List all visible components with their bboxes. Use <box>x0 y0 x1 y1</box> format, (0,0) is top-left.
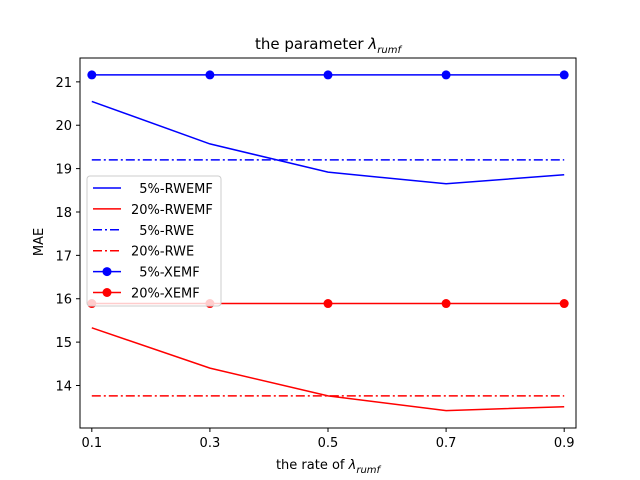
legend: 5%-RWEMF 20%-RWEMF 5%-RWE 20%-RWE 5%-XEMF 2… <box>86 175 222 307</box>
series-point <box>559 70 569 80</box>
y-tick-label: 18 <box>55 206 72 221</box>
x-label-symbol: λ <box>348 458 357 473</box>
y-tick-label: 20 <box>55 119 72 134</box>
legend-label: 5%-XEMF <box>131 266 200 281</box>
y-axis-label: MAE <box>32 228 47 256</box>
legend-item: 5%-RWEMF <box>93 182 213 197</box>
series-point <box>205 70 215 80</box>
series-2 <box>91 327 565 412</box>
legend-item: 5%-RWE <box>93 224 194 239</box>
x-label-subscript: rumf <box>356 465 381 476</box>
x-tick-label: 0.9 <box>554 436 575 451</box>
x-axis-label: the rate of λrumf <box>276 458 382 476</box>
legend-items: 5%-RWEMF 20%-RWEMF 5%-RWE 20%-RWE 5%-XEMF 2… <box>93 182 213 302</box>
legend-item: 20%-XEMF <box>93 287 200 302</box>
legend-item: 20%-RWE <box>93 245 194 260</box>
chart-title: the parameter λrumf <box>255 35 402 56</box>
legend-label: 5%-RWEMF <box>131 182 213 197</box>
legend-item: 20%-RWEMF <box>93 203 213 218</box>
legend-label: 20%-XEMF <box>131 287 200 302</box>
x-tick-label: 0.7 <box>436 436 457 451</box>
legend-label: 5%-RWE <box>131 224 194 239</box>
y-axis: 14 15 16 17 18 19 20 21 <box>55 76 80 394</box>
series-1 <box>91 100 565 185</box>
legend-marker <box>102 267 112 277</box>
series-line <box>91 327 565 412</box>
x-tick-label: 0.5 <box>318 436 339 451</box>
x-axis: 0.1 0.3 0.5 0.7 0.9 <box>81 428 575 451</box>
title-subscript: rumf <box>377 45 402 56</box>
x-tick-label: 0.3 <box>200 436 221 451</box>
title-prefix: the parameter <box>255 35 368 53</box>
legend-item: 5%-XEMF <box>93 266 200 281</box>
series-point <box>559 299 569 309</box>
title-symbol: λ <box>367 35 377 53</box>
series-point <box>441 299 451 309</box>
series-line <box>91 100 565 185</box>
x-label-prefix: the rate of <box>276 458 349 473</box>
y-tick-label: 15 <box>55 336 72 351</box>
y-tick-label: 16 <box>55 293 72 308</box>
series-point <box>323 299 333 309</box>
y-tick-label: 21 <box>55 76 72 91</box>
series-point <box>87 70 97 80</box>
y-tick-label: 19 <box>55 163 72 178</box>
legend-marker <box>102 288 112 297</box>
series-point <box>441 70 451 80</box>
y-tick-label: 17 <box>55 249 72 264</box>
series-point <box>323 70 333 80</box>
legend-label: 20%-RWEMF <box>131 203 213 218</box>
x-tick-label: 0.1 <box>81 436 102 451</box>
y-tick-label: 14 <box>55 379 72 394</box>
legend-label: 20%-RWE <box>131 245 194 260</box>
series-5 <box>87 70 569 80</box>
